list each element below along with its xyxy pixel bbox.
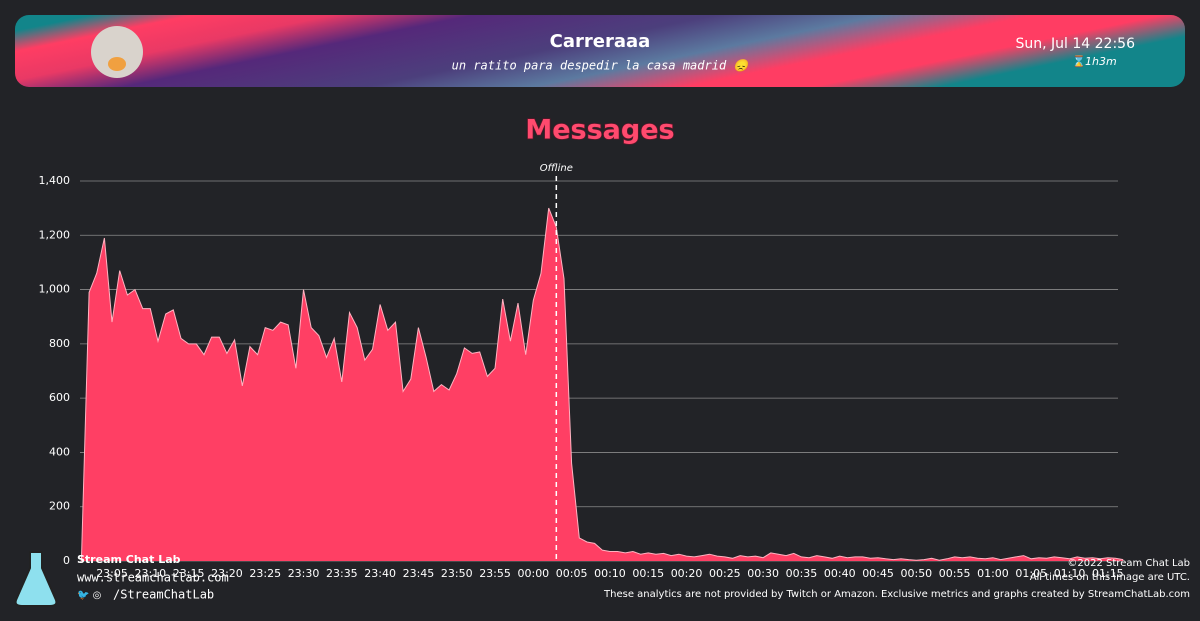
header-banner — [15, 15, 1185, 87]
x-tick-label: 00:20 — [671, 567, 703, 580]
y-tick-label: 800 — [49, 337, 70, 350]
x-tick-label: 00:35 — [786, 567, 818, 580]
footer: Stream Chat Lab www.streamchatlab.com 🐦 … — [14, 551, 1190, 607]
website: www.streamchatlab.com — [77, 571, 229, 585]
x-tick-label: 23:20 — [211, 567, 243, 580]
x-tick-label: 23:25 — [249, 567, 281, 580]
y-tick-label: 0 — [63, 554, 70, 567]
hourglass-icon: ⌛ — [1072, 55, 1086, 68]
x-tick-label: 00:25 — [709, 567, 741, 580]
x-tick-label: 23:45 — [403, 567, 435, 580]
x-tick-label: 23:50 — [441, 567, 473, 580]
x-tick-label: 23:35 — [326, 567, 358, 580]
social-icons: 🐦 ◎ — [77, 590, 101, 601]
stream-title: un ratito para despedir la casa madrid 😞 — [452, 59, 751, 73]
disclaimer: These analytics are not provided by Twit… — [603, 589, 1190, 600]
y-tick-label: 200 — [49, 500, 70, 513]
y-tick-label: 400 — [49, 445, 70, 458]
chart-title: Messages — [525, 115, 674, 146]
x-tick-label: 23:30 — [288, 567, 320, 580]
brand: Stream Chat Lab — [77, 553, 181, 566]
y-tick-label: 1,000 — [39, 283, 71, 296]
offline-label: Offline — [540, 163, 573, 174]
avatar-detail — [108, 57, 126, 71]
x-tick-label: 01:10 — [1054, 567, 1086, 580]
x-tick-label: 01:00 — [977, 567, 1009, 580]
avatar — [91, 26, 143, 78]
x-tick-label: 23:40 — [364, 567, 396, 580]
y-tick-label: 1,200 — [39, 228, 71, 241]
timezone-note: All times on this image are UTC. — [1030, 572, 1190, 583]
x-tick-label: 00:15 — [632, 567, 664, 580]
x-tick-label: 23:10 — [134, 567, 166, 580]
x-tick-label: 00:05 — [556, 567, 588, 580]
area-line — [80, 207, 1124, 562]
x-tick-label: 23:55 — [479, 567, 511, 580]
x-tick-label: 00:30 — [747, 567, 779, 580]
social-handle: /StreamChatLab — [113, 588, 214, 602]
plot: 0 200 400 600 800 1,000 1,200 1,400 23:05 23:10 23… — [39, 163, 1124, 580]
x-tick-label: 23:05 — [96, 567, 128, 580]
x-tick-label: 01:05 — [1015, 567, 1047, 580]
x-tick-label: 00:50 — [900, 567, 932, 580]
x-tick-label: 00:10 — [594, 567, 626, 580]
x-tick-label: 00:45 — [862, 567, 894, 580]
channel-name: Carreraaa — [550, 31, 651, 52]
area — [81, 208, 1124, 561]
x-tick-label: 00:40 — [824, 567, 856, 580]
y-tick-label: 1,400 — [39, 174, 71, 187]
flask-logo — [14, 551, 58, 607]
stream-duration: 1h3m — [1085, 55, 1117, 68]
x-tick-label: 23:15 — [173, 567, 205, 580]
y-tick-label: 600 — [49, 391, 70, 404]
stream-date: Sun, Jul 14 22:56 — [1016, 36, 1136, 52]
x-tick-label: 01:15 — [1092, 567, 1124, 580]
copyright: ©2022 Stream Chat Lab — [1067, 558, 1190, 569]
x-tick-label: 00:55 — [939, 567, 971, 580]
x-tick-label: 00:00 — [517, 567, 549, 580]
